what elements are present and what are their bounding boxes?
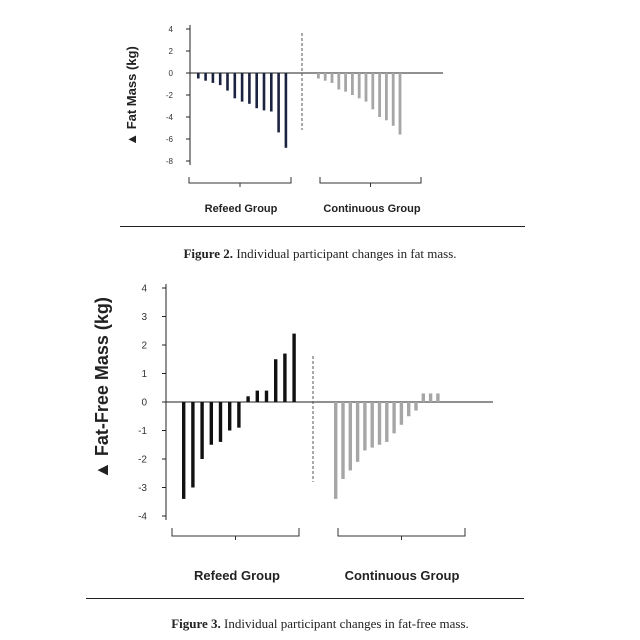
ffm-group-label-continuous: Continuous Group: [345, 568, 460, 583]
fm-bar-refeed: [226, 73, 229, 91]
fm-bar-refeed: [204, 73, 207, 81]
figure-3-rule: [86, 598, 524, 599]
ffm-y-tick-label: -2: [138, 455, 147, 466]
fm-bar-continuous: [337, 73, 341, 90]
ffm-y-tick-label: 0: [141, 398, 147, 409]
fm-bar-continuous: [391, 73, 395, 126]
fat-free-mass-chart: 4 3 2 1 0 -1 -2 -3 -4 ▲ Fat-Free Mass (kg) Refeed …: [92, 284, 493, 583]
ffm-bar-continuous: [421, 393, 425, 402]
figure-3-caption: Figure 3. Individual participant changes…: [0, 616, 640, 632]
fm-y-tick-label: 2: [169, 47, 174, 56]
figure-2-rule: [120, 226, 525, 227]
ffm-bar-refeed: [292, 333, 296, 402]
fm-y-tick-label: -4: [166, 113, 174, 122]
ffm-bar-continuous: [370, 402, 374, 448]
fm-group-label-continuous: Continuous Group: [323, 203, 420, 215]
ffm-y-tick-label: -1: [138, 426, 147, 437]
ffm-y-axis-title: ▲ Fat-Free Mass (kg): [92, 297, 112, 479]
fm-bar-refeed: [211, 73, 215, 83]
figure-3-caption-text: Individual participant changes in fat-fr…: [220, 616, 469, 631]
ffm-bar-refeed: [191, 402, 195, 488]
fm-y-tick-label: -2: [166, 91, 174, 100]
ffm-y-tick-label: 1: [141, 369, 147, 380]
fm-bar-continuous: [398, 73, 402, 135]
ffm-group-label-refeed: Refeed Group: [194, 568, 280, 583]
fm-y-tick-label: 0: [169, 69, 174, 78]
fm-bar-continuous: [317, 73, 320, 79]
ffm-group-bracket-continuous: [337, 528, 466, 540]
ffm-y-tick-label: -4: [138, 512, 147, 523]
fm-bar-continuous: [323, 73, 327, 81]
ffm-bar-continuous: [341, 402, 345, 479]
fm-bar-refeed: [277, 73, 280, 133]
figure-2-caption-label: Figure 2.: [183, 246, 234, 261]
ffm-bar-refeed: [228, 402, 232, 431]
ffm-bar-refeed: [218, 402, 223, 442]
ffm-bar-refeed: [274, 359, 278, 402]
ffm-bar-refeed: [246, 396, 250, 402]
figure-3-caption-label: Figure 3.: [171, 616, 221, 631]
ffm-bar-refeed: [200, 402, 204, 459]
fm-bar-continuous: [351, 73, 354, 95]
ffm-bar-continuous: [385, 402, 389, 442]
ffm-bar-continuous: [436, 393, 440, 402]
figure-2-caption-text: Individual participant changes in fat ma…: [233, 246, 457, 261]
fm-y-axis-title: ▲ Fat Mass (kg): [124, 46, 139, 146]
fm-bar-refeed: [262, 73, 266, 111]
fm-bar-continuous: [330, 73, 334, 83]
fm-bar-refeed: [248, 73, 251, 104]
ffm-bar-continuous: [392, 402, 396, 434]
ffm-y-tick-label: 3: [141, 312, 147, 323]
fm-bar-refeed: [197, 73, 200, 79]
ffm-bar-continuous: [407, 402, 411, 417]
fm-bar-continuous: [385, 73, 388, 121]
fm-group-bracket-refeed: [188, 177, 292, 187]
ffm-bar-refeed: [255, 390, 259, 402]
ffm-bar-continuous: [348, 402, 352, 471]
ffm-y-tick-label: 4: [141, 284, 147, 295]
ffm-bar-continuous: [377, 402, 382, 445]
fm-group-bracket-continuous: [319, 177, 422, 187]
fat-mass-chart: 4 2 0 -2 -4 -6 -8 ▲ Fat Mass (kg) Refeed Group Co…: [124, 25, 443, 215]
fm-bar-refeed: [255, 73, 258, 109]
ffm-bar-refeed: [209, 402, 213, 445]
fm-bar-continuous: [344, 73, 347, 92]
fm-bar-continuous: [378, 73, 381, 117]
fm-bar-refeed: [240, 73, 244, 102]
ffm-bar-continuous: [334, 402, 338, 499]
fm-bar-continuous: [357, 73, 361, 99]
ffm-group-bracket-refeed: [171, 528, 300, 540]
ffm-bar-continuous: [363, 402, 367, 451]
fm-bar-continuous: [371, 73, 375, 110]
ffm-bar-continuous: [355, 402, 360, 462]
ffm-bar-refeed: [264, 390, 269, 402]
ffm-bar-refeed: [237, 402, 241, 428]
fm-group-label-refeed: Refeed Group: [205, 203, 278, 215]
ffm-bar-refeed: [283, 353, 287, 402]
ffm-y-tick-label: -3: [138, 483, 147, 494]
fm-bar-continuous: [364, 73, 368, 102]
fm-bar-refeed: [270, 73, 273, 112]
figure-2-caption: Figure 2. Individual participant changes…: [0, 246, 640, 262]
fm-y-tick-label: -6: [166, 135, 174, 144]
fm-bar-refeed: [233, 73, 237, 99]
ffm-bar-continuous: [428, 393, 433, 402]
ffm-bar-continuous: [414, 402, 418, 411]
ffm-bar-continuous: [399, 402, 404, 425]
fm-bar-refeed: [218, 73, 222, 86]
fm-bar-refeed: [284, 73, 288, 148]
fm-y-tick-label: 4: [169, 25, 174, 34]
ffm-bar-refeed: [182, 402, 186, 499]
fm-y-tick-label: -8: [166, 157, 174, 166]
ffm-y-tick-label: 2: [141, 341, 147, 352]
